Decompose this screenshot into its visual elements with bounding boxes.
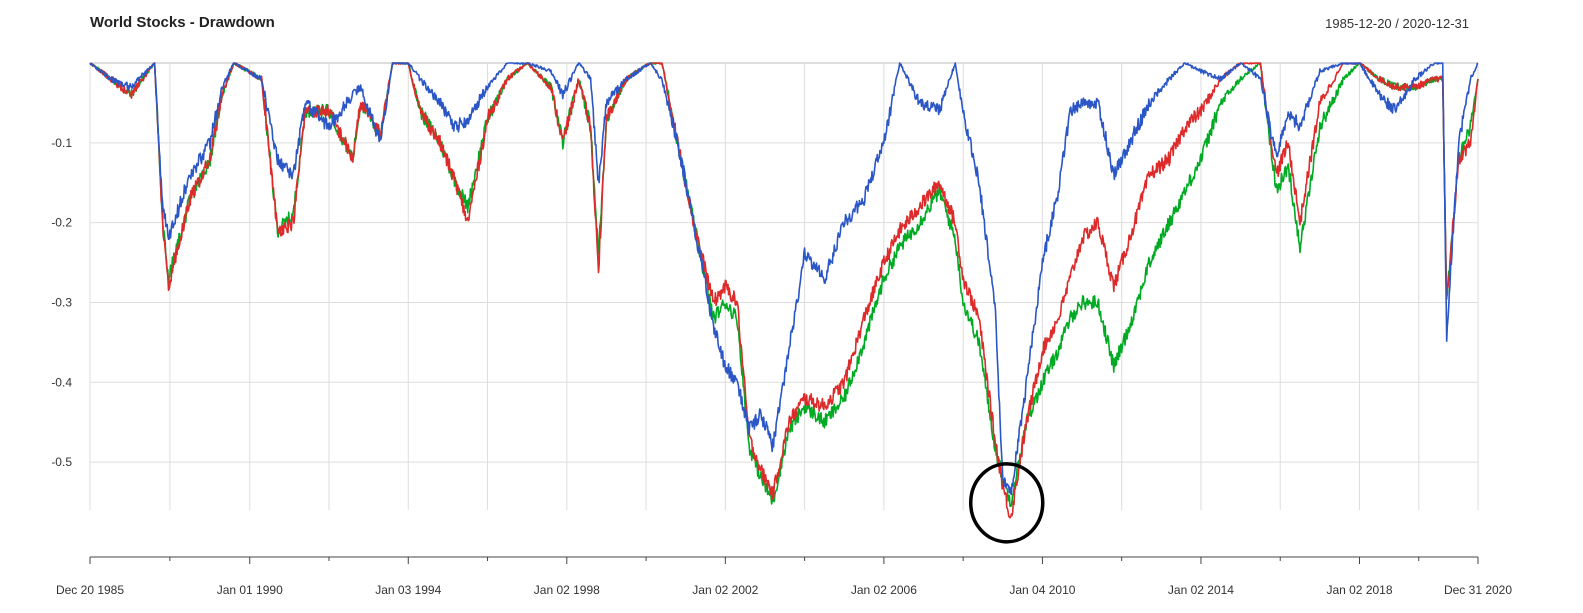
highlight-circle xyxy=(968,462,1045,544)
series-lines xyxy=(89,62,1479,519)
y-tick-label: -0.3 xyxy=(51,295,72,309)
x-tick-label: Dec 31 2020 xyxy=(1444,583,1512,597)
annotations xyxy=(968,462,1045,544)
x-tick-label: Jan 02 1998 xyxy=(534,583,600,597)
series-line xyxy=(89,62,1479,496)
chart-title: World Stocks - Drawdown xyxy=(90,14,275,31)
x-tick-label: Jan 04 2010 xyxy=(1009,583,1075,597)
series-line xyxy=(89,62,1479,519)
y-tick-label: -0.1 xyxy=(51,136,72,150)
x-tick-label: Jan 03 1994 xyxy=(375,583,441,597)
x-tick-label: Jan 01 1990 xyxy=(217,583,283,597)
y-tick-label: -0.4 xyxy=(51,375,72,389)
x-tick-label: Jan 02 2002 xyxy=(692,583,758,597)
y-tick-label: -0.2 xyxy=(51,216,72,230)
axes: -0.1 -0.2 -0.3 -0.4 -0.5 Dec 20 1985 Jan 01 19… xyxy=(51,136,1512,597)
date-range-label: 1985-12-20 / 2020-12-31 xyxy=(1325,16,1469,31)
x-tick-label: Dec 20 1985 xyxy=(56,583,124,597)
x-tick-label: Jan 02 2006 xyxy=(851,583,917,597)
x-tick-label: Jan 02 2014 xyxy=(1168,583,1234,597)
y-tick-label: -0.5 xyxy=(51,455,72,469)
x-tick-label: Jan 02 2018 xyxy=(1326,583,1392,597)
